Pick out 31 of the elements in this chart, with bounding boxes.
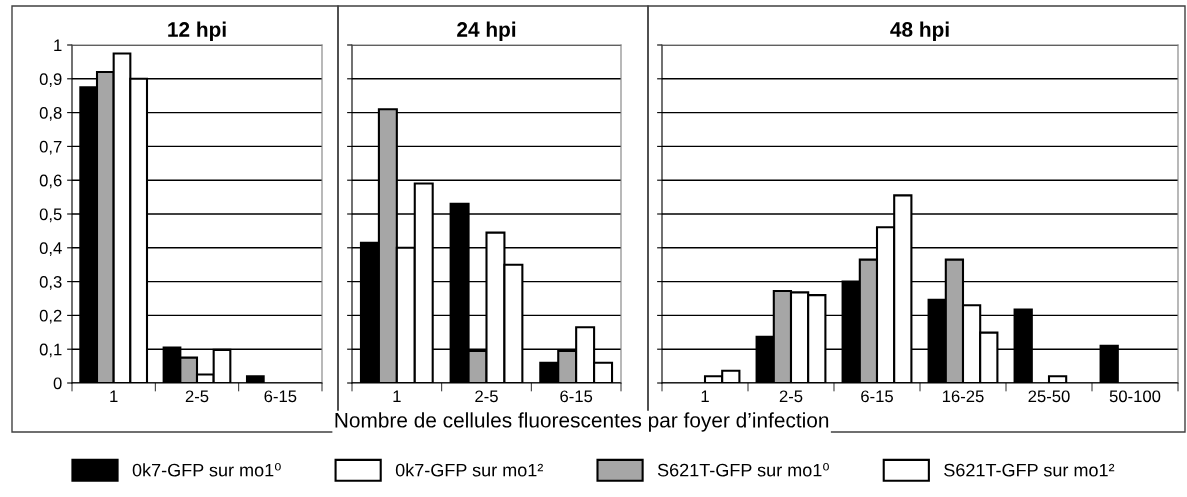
y-tick-label: 0,1 — [39, 343, 62, 358]
chart-title: 48 hpi — [890, 21, 949, 41]
y-tick-label: 0,7 — [39, 140, 62, 155]
y-tick-label: 0,4 — [39, 242, 62, 256]
y-tick-label: 0,5 — [39, 208, 62, 223]
x-tick-label: 50-100 — [1109, 390, 1161, 403]
legend-label: 0k7-GFP sur mo1² — [395, 463, 543, 477]
x-tick-label: 25-50 — [1028, 390, 1070, 403]
x-tick-label: 6-15 — [861, 390, 893, 403]
y-tick-label: 0 — [53, 377, 62, 390]
y-tick-label: 0,8 — [39, 107, 62, 121]
x-tick-label: 1 — [110, 390, 118, 403]
x-tick-label: 2-5 — [185, 390, 209, 403]
x-tick-label: 2-5 — [779, 390, 803, 403]
y-tick-label: 0,9 — [39, 73, 62, 87]
x-tick-label: 6-15 — [264, 390, 297, 403]
y-tick-label: 0,3 — [39, 276, 62, 290]
x-tick-label: 16-25 — [942, 390, 984, 403]
chart-title: 12 hpi — [168, 21, 226, 41]
legend-label: 0k7-GFP sur mo1⁰ — [132, 462, 281, 477]
chart-title: 24 hpi — [457, 21, 516, 41]
y-tick-label: 0,6 — [39, 174, 62, 189]
y-tick-label: 1 — [54, 39, 62, 52]
x-axis-title: Nombre de cellules fluorescentes par foyer d’infection — [335, 412, 829, 432]
y-tick-label: 0,2 — [39, 309, 62, 324]
x-tick-label: 1 — [701, 390, 709, 403]
legend-label: S621T-GFP sur mo1⁰ — [657, 462, 829, 477]
legend-label: S621T-GFP sur mo1² — [944, 463, 1115, 477]
x-tick-label: 6-15 — [560, 390, 593, 403]
x-tick-label: 1 — [393, 390, 401, 403]
x-tick-label: 2-5 — [475, 390, 498, 403]
